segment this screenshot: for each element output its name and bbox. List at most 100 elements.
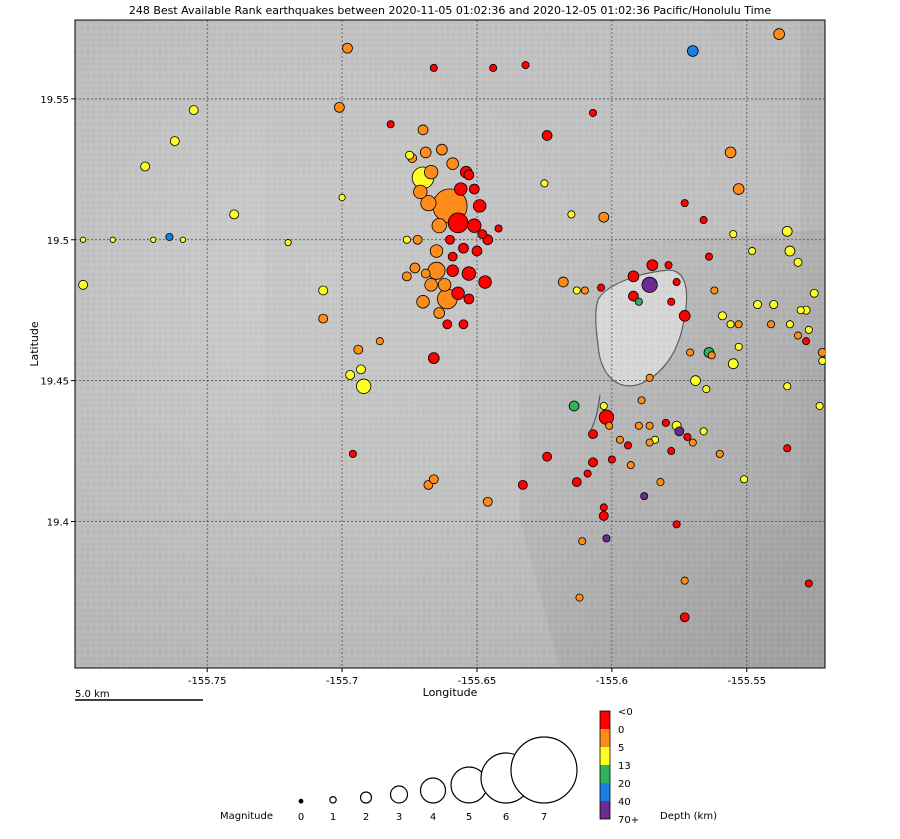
- earthquake-point: [179, 236, 187, 243]
- earthquake-point: [420, 268, 431, 279]
- depth-legend-title: Depth (km): [660, 811, 717, 822]
- earthquake-point: [356, 378, 372, 394]
- y-tick-label: 19.55: [40, 95, 69, 106]
- earthquake-point: [463, 169, 475, 181]
- earthquake-point: [661, 418, 670, 427]
- earthquake-point: [572, 286, 581, 295]
- magnitude-legend-label: 5: [466, 812, 472, 823]
- earthquake-point: [702, 385, 711, 394]
- earthquake-point: [785, 320, 794, 329]
- earthquake-point: [478, 275, 492, 289]
- earthquake-point: [624, 441, 633, 450]
- earthquake-point: [686, 348, 695, 357]
- depth-colorbar-segment: [600, 801, 610, 819]
- earthquake-point: [521, 61, 530, 70]
- earthquake-point: [412, 234, 423, 245]
- magnitude-legend-circle: [389, 785, 409, 804]
- earthquake-point: [356, 364, 366, 375]
- earthquake-point: [580, 286, 589, 295]
- earthquake-point: [796, 306, 805, 315]
- earthquake-point: [732, 183, 745, 195]
- earthquake-point: [667, 297, 676, 306]
- earthquake-point: [140, 161, 151, 172]
- depth-legend-label: <0: [618, 707, 633, 718]
- earthquake-point: [715, 449, 724, 458]
- earthquake-point: [734, 342, 743, 351]
- depth-colorbar-segment: [600, 711, 610, 729]
- earthquake-point: [188, 105, 199, 116]
- x-axis-label: Longitude: [423, 686, 478, 699]
- earthquake-point: [645, 373, 654, 382]
- magnitude-legend-label: 4: [430, 812, 436, 823]
- earthquake-point: [664, 261, 673, 270]
- earthquake-point: [626, 461, 635, 470]
- depth-legend-label: 20: [618, 779, 631, 790]
- earthquake-point: [588, 457, 598, 468]
- magnitude-legend: Magnitude 0 1 2 3 4 5 6 7: [220, 736, 578, 823]
- magnitude-legend-label: 2: [363, 812, 369, 823]
- earthquake-point: [353, 344, 364, 355]
- earthquake-point: [672, 520, 681, 529]
- y-axis-ticks: 19.55 19.5 19.45 19.4: [40, 95, 75, 528]
- earthquake-point: [284, 239, 292, 247]
- earthquake-point: [704, 252, 713, 261]
- earthquake-point: [348, 449, 357, 458]
- earthquake-point: [718, 311, 727, 321]
- earthquake-point: [588, 108, 597, 117]
- earthquake-point: [342, 42, 353, 54]
- earthquake-point: [818, 356, 825, 365]
- earthquake-point: [458, 242, 469, 254]
- earthquake-point: [680, 199, 689, 208]
- earthquake-point: [656, 478, 665, 487]
- earthquake-point: [699, 427, 708, 436]
- earthquake-point: [229, 209, 240, 220]
- earthquake-point: [542, 451, 553, 462]
- earthquake-point: [678, 310, 691, 322]
- depth-colorbar-segment: [600, 765, 610, 783]
- magnitude-legend-label: 6: [503, 812, 509, 823]
- x-tick-label: -155.75: [188, 676, 227, 687]
- earthquake-point: [634, 297, 643, 306]
- earthquake-point: [641, 276, 658, 293]
- earthquake-point: [802, 337, 811, 346]
- plot-frame: [74, 19, 826, 669]
- earthquake-point: [707, 351, 716, 360]
- earthquake-point: [416, 295, 430, 309]
- magnitude-legend-circle: [359, 791, 373, 804]
- earthquake-point: [517, 479, 528, 490]
- earthquake-point: [433, 307, 446, 319]
- earthquake-point: [815, 401, 824, 410]
- earthquake-point: [334, 101, 345, 113]
- earthquake-point: [401, 271, 412, 282]
- earthquake-point: [494, 224, 503, 233]
- earthquake-point: [557, 276, 569, 288]
- earthquake-point: [472, 199, 487, 213]
- earthquake-point: [571, 477, 582, 487]
- magnitude-legend-label: 0: [298, 812, 304, 823]
- earthquake-point: [699, 216, 708, 225]
- earthquake-point: [318, 285, 329, 296]
- scale-bar-label: 5.0 km: [75, 689, 110, 700]
- depth-colorbar-segment: [600, 783, 610, 801]
- y-tick-label: 19.45: [40, 377, 69, 388]
- earthquake-point: [640, 492, 649, 501]
- magnitude-legend-label: 3: [396, 812, 402, 823]
- magnitude-legend-circle: [510, 736, 578, 804]
- earthquake-point: [679, 612, 690, 623]
- y-axis-label: Latitude: [28, 321, 41, 367]
- earthquake-point: [667, 447, 676, 456]
- earthquake-point: [598, 211, 610, 223]
- earthquake-point: [467, 218, 482, 233]
- earthquake-point: [427, 261, 446, 280]
- x-tick-label: -155.7: [326, 676, 358, 687]
- magnitude-legend-circle: [298, 798, 304, 804]
- earthquake-point: [446, 157, 459, 170]
- earthquake-point: [599, 401, 608, 410]
- earthquake-point: [409, 262, 421, 274]
- earthquake-point: [688, 438, 697, 447]
- earthquake-point: [78, 279, 88, 290]
- earthquake-point: [423, 164, 439, 180]
- earthquake-point: [463, 293, 475, 305]
- earthquake-point: [442, 319, 453, 330]
